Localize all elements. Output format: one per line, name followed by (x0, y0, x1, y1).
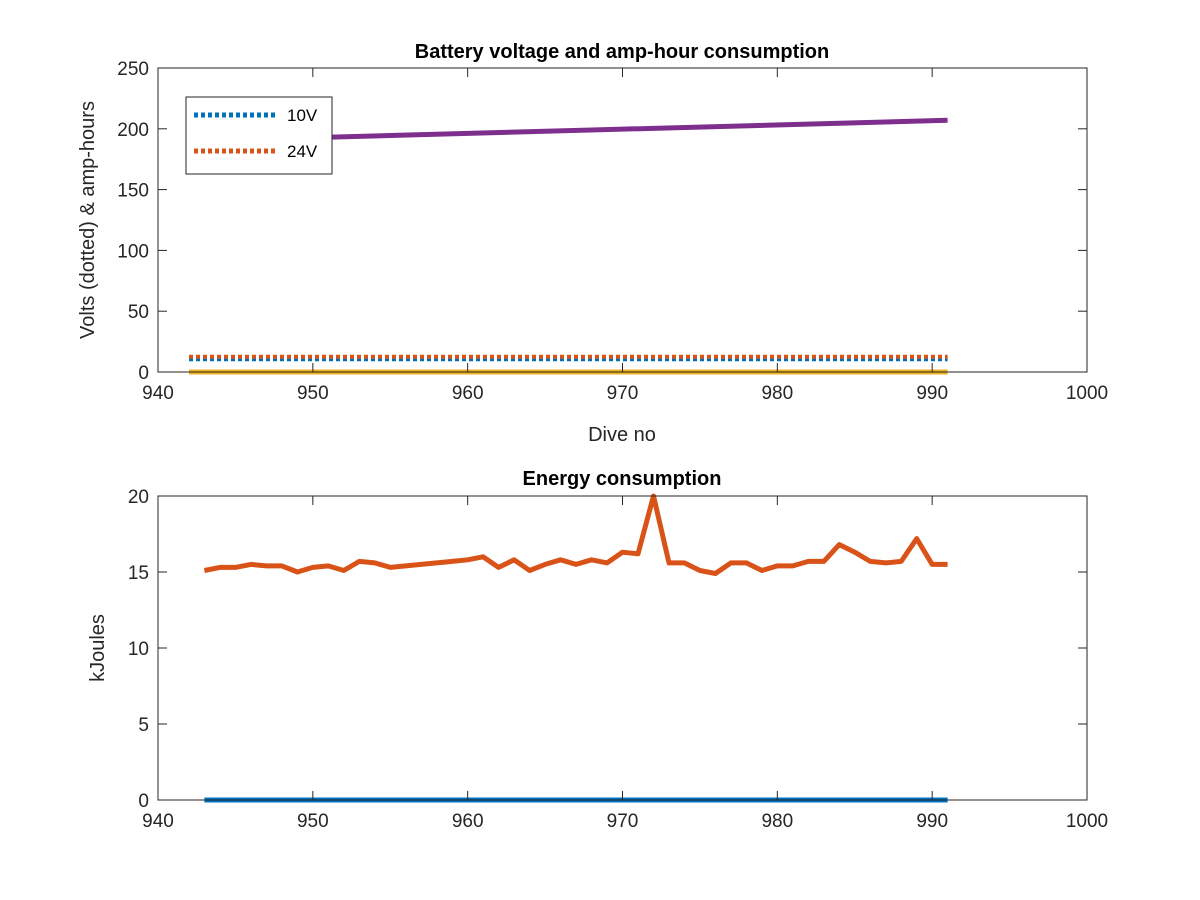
plot-1-xtick-label: 1000 (1066, 383, 1108, 404)
plot-2-xtick-label: 990 (916, 811, 948, 832)
plot-1-xlabel: Dive no (588, 424, 656, 446)
legend-label-10v: 10V (287, 106, 318, 125)
plot-2-ytick-label: 5 (138, 715, 149, 736)
plot-1-ylabel: Volts (dotted) & amp-hours (77, 101, 99, 339)
plot-2-xtick-label: 1000 (1066, 811, 1108, 832)
plot-2-ytick-label: 20 (128, 487, 149, 508)
plot-1-xtick-label: 970 (607, 383, 639, 404)
plot-1-title: Battery voltage and amp-hour consumption (415, 41, 829, 63)
plot-1-xtick-label: 980 (761, 383, 793, 404)
plot-2-xtick-label: 980 (761, 811, 793, 832)
plot-2-ytick-label: 10 (128, 639, 149, 660)
plot-1-ytick-label: 150 (117, 181, 149, 202)
legend-label-24v: 24V (287, 142, 318, 161)
plot-2-background (158, 496, 1087, 800)
plot-1-xtick-label: 950 (297, 383, 329, 404)
plot-1-xtick-label: 940 (142, 383, 174, 404)
plot-2-ylabel: kJoules (87, 614, 109, 682)
plot-1-legend: 10V 24V (185, 96, 333, 175)
plot-2-series-line-0 (203, 493, 948, 576)
plot-1-ytick-label: 200 (117, 120, 149, 141)
plot-1-ytick-label: 250 (117, 59, 149, 80)
plot-1-ytick-label: 0 (138, 363, 149, 384)
plot-1-ytick-label: 100 (117, 241, 149, 262)
plot-1-xtick-label: 960 (452, 383, 484, 404)
plot-1-ytick-label: 50 (128, 302, 149, 323)
plot-2-xtick-label: 950 (297, 811, 329, 832)
plot-2-ytick-label: 15 (128, 563, 149, 584)
energy-plot: 940 950 960 970 980 990 1000 0 5 10 15 20 Energy co… (87, 468, 1108, 832)
legend-box (185, 96, 333, 175)
battery-plot: 940 950 960 970 980 990 1000 0 50 100 150 200 250 Ba… (77, 41, 1108, 446)
plot-1-xtick-label: 990 (916, 383, 948, 404)
plot-2-xtick-label: 940 (142, 811, 174, 832)
plot-2-xtick-label: 970 (607, 811, 639, 832)
plot-2-title: Energy consumption (523, 468, 722, 490)
plot-2-xtick-label: 960 (452, 811, 484, 832)
plot-2-ytick-label: 0 (138, 791, 149, 812)
